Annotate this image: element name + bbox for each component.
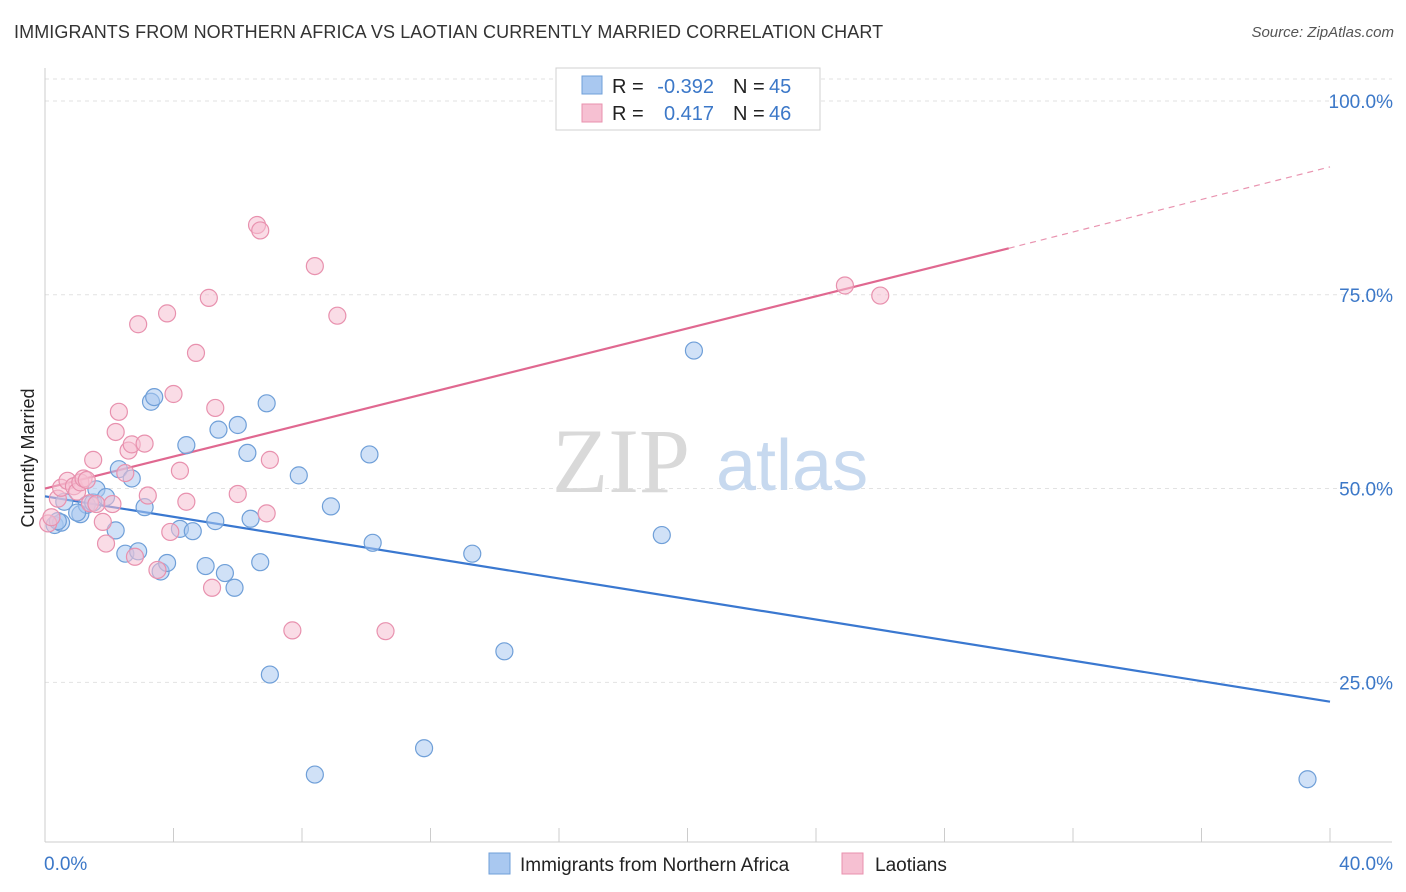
point-laotians-28	[170, 461, 190, 480]
watermark-atlas: atlas	[716, 426, 868, 506]
stats-n-label-2: N =	[733, 103, 765, 125]
x-tick-label-0: 0.0%	[44, 854, 87, 875]
point-laotians-36	[251, 221, 270, 240]
point-laotians-12	[93, 512, 112, 531]
axes	[44, 68, 1392, 843]
legend-label-northern-africa: Immigrants from Northern Africa	[520, 855, 790, 876]
point-northern-africa-38	[463, 544, 482, 563]
y-tick-label-0: 25.0%	[1339, 673, 1393, 694]
point-northern-africa-8	[106, 521, 125, 540]
y-tick-labels: 25.0% 50.0% 75.0% 100.0%	[1329, 92, 1394, 694]
point-laotians-13	[96, 534, 116, 553]
y-tick-label-2: 75.0%	[1339, 286, 1393, 307]
point-laotians-27	[164, 384, 183, 404]
x-tick-label-1: 40.0%	[1339, 854, 1393, 875]
point-laotians-11	[87, 494, 106, 514]
stats-n-value-2: 46	[769, 103, 791, 125]
point-northern-africa-28	[241, 509, 260, 528]
chart-source: Source: ZipAtlas.com	[1251, 24, 1394, 41]
point-northern-africa-30	[257, 394, 276, 413]
point-northern-africa-44	[68, 503, 87, 522]
point-northern-africa-19	[177, 436, 196, 455]
point-northern-africa-24	[215, 563, 234, 583]
point-northern-africa-41	[684, 341, 704, 360]
stats-swatch-blue	[581, 75, 603, 95]
legend-swatch-laotians	[841, 852, 864, 875]
stats-r-label-1: R =	[612, 76, 644, 98]
point-northern-africa-36	[363, 533, 382, 552]
point-laotians-14	[103, 494, 122, 514]
point-laotians-43	[835, 276, 855, 295]
point-northern-africa-33	[305, 765, 324, 784]
stats-r-label-2: R =	[612, 103, 644, 125]
y-axis-label: Currently Married	[18, 388, 38, 527]
point-laotians-44	[871, 286, 890, 305]
watermark-zip: ZIP	[552, 410, 690, 512]
point-northern-africa-21	[196, 556, 215, 576]
point-laotians-40	[305, 257, 324, 276]
trend-line-0	[44, 495, 1331, 703]
point-laotians-17	[116, 463, 135, 483]
point-laotians-10	[84, 450, 103, 469]
point-laotians-42	[376, 622, 395, 641]
point-laotians-23	[138, 486, 157, 505]
point-laotians-25	[157, 304, 177, 323]
point-laotians-45	[77, 470, 96, 490]
point-laotians-41	[328, 306, 347, 325]
stats-swatch-pink	[581, 103, 603, 123]
point-laotians-20	[125, 547, 145, 566]
gridlines	[45, 78, 1392, 683]
point-northern-africa-15	[145, 387, 164, 407]
stats-r-value-1: -0.392	[657, 76, 714, 98]
point-laotians-39	[283, 621, 302, 640]
stats-r-value-2: 0.417	[664, 103, 714, 125]
legend-swatch-northern-africa	[488, 852, 511, 875]
point-laotians-1	[42, 508, 61, 527]
point-northern-africa-35	[360, 445, 379, 464]
point-northern-africa-29	[251, 553, 270, 572]
point-laotians-32	[202, 578, 222, 597]
point-laotians-33	[206, 398, 225, 418]
point-northern-africa-25	[225, 578, 244, 597]
point-northern-africa-32	[289, 466, 308, 485]
point-laotians-37	[257, 504, 276, 523]
y-tick-label-1: 50.0%	[1339, 480, 1393, 501]
point-northern-africa-34	[321, 497, 341, 516]
x-tick-labels: 0.0% 40.0%	[44, 854, 1393, 875]
data-points	[39, 215, 1317, 789]
point-laotians-22	[135, 434, 154, 453]
point-northern-africa-42	[1298, 770, 1317, 789]
trend-line-extension-1	[1008, 166, 1331, 249]
point-laotians-15	[106, 422, 125, 442]
point-northern-africa-26	[228, 415, 247, 435]
point-northern-africa-27	[238, 443, 257, 462]
point-laotians-38	[260, 450, 279, 469]
point-northern-africa-39	[495, 642, 514, 661]
point-northern-africa-37	[414, 739, 434, 758]
chart-title: IMMIGRANTS FROM NORTHERN AFRICA VS LAOTI…	[14, 22, 884, 42]
stats-n-label-1: N =	[733, 76, 765, 98]
point-laotians-34	[228, 484, 247, 504]
point-laotians-31	[199, 288, 218, 307]
point-northern-africa-31	[260, 665, 279, 684]
point-laotians-29	[177, 492, 196, 511]
watermark: ZIP atlas	[552, 410, 868, 512]
legend-label-laotians: Laotians	[875, 855, 947, 876]
point-northern-africa-20	[183, 522, 202, 541]
point-laotians-16	[109, 402, 128, 421]
point-laotians-30	[186, 343, 206, 363]
point-laotians-24	[148, 560, 167, 580]
series-legend: Immigrants from Northern Africa Laotians	[488, 852, 947, 876]
point-northern-africa-23	[209, 420, 228, 439]
point-northern-africa-22	[206, 512, 225, 531]
stats-legend: R = -0.392 N = 45 R = 0.417 N = 46	[555, 67, 821, 131]
point-laotians-21	[129, 315, 148, 334]
point-northern-africa-40	[652, 525, 671, 545]
y-tick-label-3: 100.0%	[1329, 92, 1394, 113]
point-laotians-26	[161, 522, 180, 542]
stats-n-value-1: 45	[769, 76, 791, 98]
